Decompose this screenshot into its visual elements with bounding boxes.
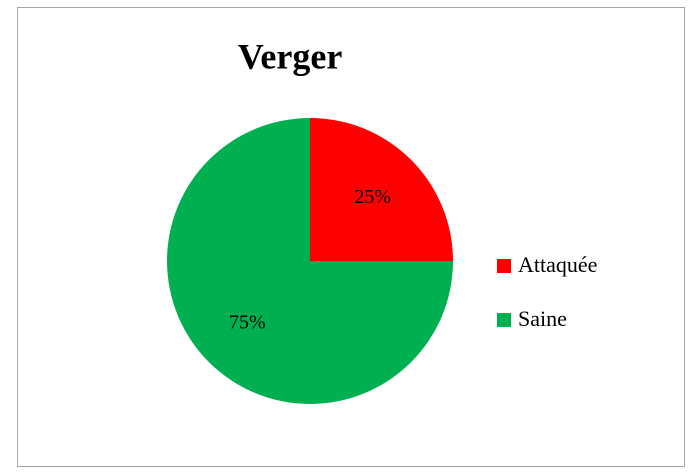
legend-swatch bbox=[497, 259, 511, 273]
data-label: 75% bbox=[229, 311, 266, 333]
chart-title: Verger bbox=[238, 36, 343, 76]
pie-slice bbox=[167, 118, 453, 404]
legend-label: Saine bbox=[518, 306, 567, 331]
legend-label: Attaquée bbox=[518, 252, 597, 277]
pie-slice bbox=[310, 118, 453, 261]
legend-swatch bbox=[497, 313, 511, 327]
data-label: 25% bbox=[354, 186, 391, 208]
